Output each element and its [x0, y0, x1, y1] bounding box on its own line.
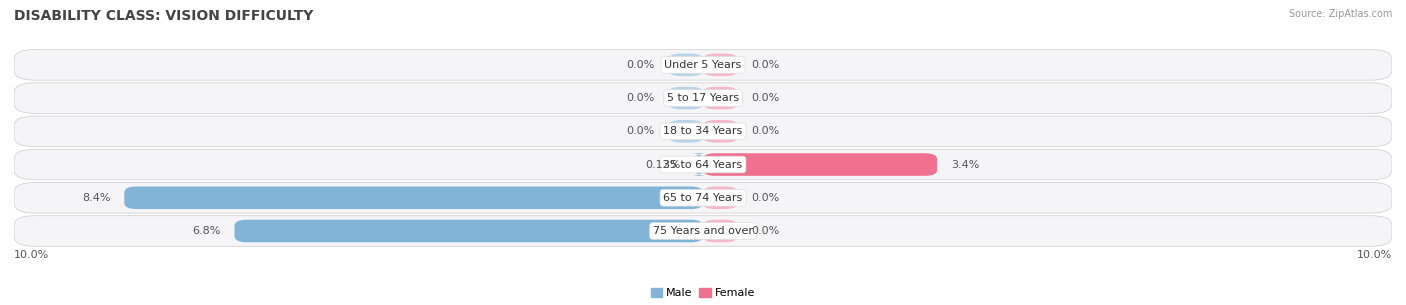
FancyBboxPatch shape — [14, 83, 1392, 113]
FancyBboxPatch shape — [669, 87, 703, 109]
FancyBboxPatch shape — [235, 220, 703, 242]
Text: 10.0%: 10.0% — [1357, 250, 1392, 260]
Text: 10.0%: 10.0% — [14, 250, 49, 260]
Text: 0.0%: 0.0% — [627, 60, 655, 70]
FancyBboxPatch shape — [669, 120, 703, 143]
Text: Source: ZipAtlas.com: Source: ZipAtlas.com — [1288, 9, 1392, 19]
Text: 6.8%: 6.8% — [193, 226, 221, 236]
Legend: Male, Female: Male, Female — [647, 283, 759, 303]
FancyBboxPatch shape — [690, 153, 707, 176]
Text: Under 5 Years: Under 5 Years — [665, 60, 741, 70]
Text: DISABILITY CLASS: VISION DIFFICULTY: DISABILITY CLASS: VISION DIFFICULTY — [14, 9, 314, 23]
Text: 75 Years and over: 75 Years and over — [652, 226, 754, 236]
Text: 18 to 34 Years: 18 to 34 Years — [664, 126, 742, 136]
FancyBboxPatch shape — [14, 182, 1392, 213]
Text: 0.0%: 0.0% — [627, 126, 655, 136]
Text: 8.4%: 8.4% — [82, 193, 111, 203]
Text: 3.4%: 3.4% — [950, 160, 980, 170]
FancyBboxPatch shape — [703, 54, 738, 76]
Text: 0.0%: 0.0% — [627, 93, 655, 103]
Text: 0.0%: 0.0% — [751, 60, 779, 70]
FancyBboxPatch shape — [124, 186, 703, 209]
FancyBboxPatch shape — [703, 186, 738, 209]
Text: 0.0%: 0.0% — [751, 126, 779, 136]
Text: 0.0%: 0.0% — [751, 193, 779, 203]
Text: 65 to 74 Years: 65 to 74 Years — [664, 193, 742, 203]
FancyBboxPatch shape — [703, 120, 738, 143]
Text: 35 to 64 Years: 35 to 64 Years — [664, 160, 742, 170]
FancyBboxPatch shape — [669, 54, 703, 76]
FancyBboxPatch shape — [14, 49, 1392, 80]
FancyBboxPatch shape — [703, 220, 738, 242]
Text: 5 to 17 Years: 5 to 17 Years — [666, 93, 740, 103]
FancyBboxPatch shape — [14, 116, 1392, 147]
FancyBboxPatch shape — [14, 216, 1392, 246]
Text: 0.12%: 0.12% — [645, 160, 681, 170]
Text: 0.0%: 0.0% — [751, 93, 779, 103]
FancyBboxPatch shape — [14, 149, 1392, 180]
FancyBboxPatch shape — [703, 153, 938, 176]
Text: 0.0%: 0.0% — [751, 226, 779, 236]
FancyBboxPatch shape — [703, 87, 738, 109]
